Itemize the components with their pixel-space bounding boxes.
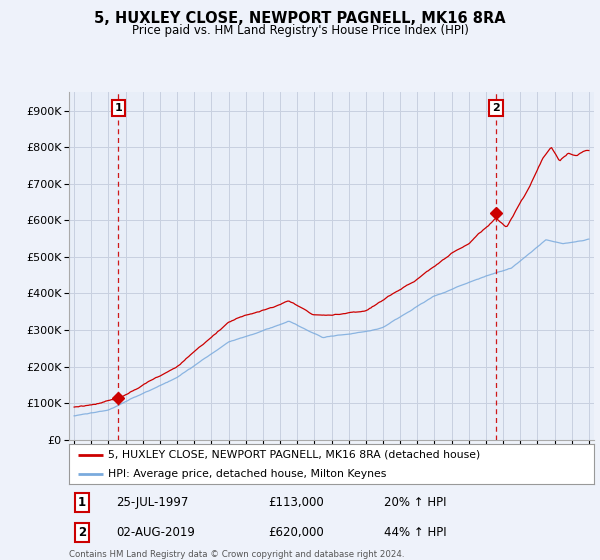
Text: 02-AUG-2019: 02-AUG-2019 bbox=[116, 526, 195, 539]
Text: £113,000: £113,000 bbox=[269, 496, 324, 509]
Text: £620,000: £620,000 bbox=[269, 526, 324, 539]
Text: HPI: Average price, detached house, Milton Keynes: HPI: Average price, detached house, Milt… bbox=[109, 469, 387, 478]
Text: 2: 2 bbox=[492, 103, 500, 113]
Text: 20% ↑ HPI: 20% ↑ HPI bbox=[384, 496, 446, 509]
Text: 1: 1 bbox=[78, 496, 86, 509]
Text: 2: 2 bbox=[78, 526, 86, 539]
Text: 44% ↑ HPI: 44% ↑ HPI bbox=[384, 526, 446, 539]
Text: 1: 1 bbox=[115, 103, 122, 113]
Text: Price paid vs. HM Land Registry's House Price Index (HPI): Price paid vs. HM Land Registry's House … bbox=[131, 24, 469, 36]
Text: Contains HM Land Registry data © Crown copyright and database right 2024.
This d: Contains HM Land Registry data © Crown c… bbox=[69, 550, 404, 560]
Text: 5, HUXLEY CLOSE, NEWPORT PAGNELL, MK16 8RA (detached house): 5, HUXLEY CLOSE, NEWPORT PAGNELL, MK16 8… bbox=[109, 450, 481, 460]
Text: 5, HUXLEY CLOSE, NEWPORT PAGNELL, MK16 8RA: 5, HUXLEY CLOSE, NEWPORT PAGNELL, MK16 8… bbox=[94, 11, 506, 26]
Text: 25-JUL-1997: 25-JUL-1997 bbox=[116, 496, 188, 509]
